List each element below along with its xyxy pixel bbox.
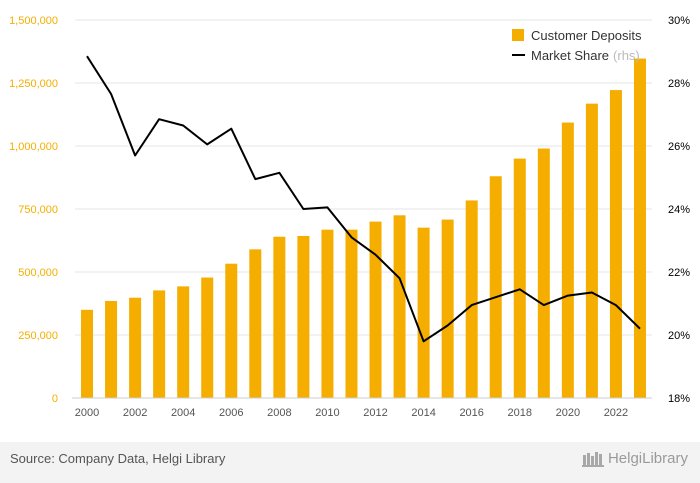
right-tick-label-1: 20%	[668, 330, 690, 342]
left-axis: 0 250,000 500,000 750,000 1,000,000 1,250,000…	[9, 15, 58, 405]
left-tick-label-3: 750,000	[18, 204, 58, 216]
bar-2003	[153, 290, 166, 398]
bar-2000	[81, 309, 94, 398]
bar-2015	[441, 219, 454, 398]
line-series	[86, 55, 641, 343]
x-axis: 2000 2002 2004 2006 2008 2010 2012 2014 2016 2018…	[72, 397, 652, 419]
left-tick-label-0: 0	[52, 393, 58, 405]
x-tick-label-2014: 2014	[411, 407, 435, 419]
x-tick-label-2002: 2002	[123, 407, 147, 419]
legend-label-rhs: (rhs)	[613, 48, 640, 63]
gridlines	[75, 19, 652, 399]
bar-2008	[273, 236, 286, 398]
x-tick-label-2016: 2016	[459, 407, 483, 419]
bar-series	[81, 58, 646, 399]
left-tick-label-2: 500,000	[18, 267, 58, 279]
right-tick-label-4: 26%	[668, 141, 690, 153]
left-tick-label-1: 250,000	[18, 330, 58, 342]
bar-2023	[633, 58, 646, 398]
x-tick-label-2012: 2012	[363, 407, 387, 419]
bar-2010	[321, 229, 334, 398]
bar-2011	[345, 229, 358, 398]
x-tick-label-2006: 2006	[219, 407, 243, 419]
library-icon	[581, 452, 604, 467]
bar-2002	[129, 297, 142, 398]
bar-2019	[537, 148, 550, 398]
x-tick-label-2018: 2018	[508, 407, 532, 419]
bar-2022	[609, 90, 622, 398]
right-tick-label-6: 30%	[668, 15, 690, 27]
right-tick-label-2: 22%	[668, 267, 690, 279]
x-tick-label-2022: 2022	[604, 407, 628, 419]
bar-2007	[249, 249, 262, 398]
bar-2020	[561, 122, 574, 399]
legend-label-market-share: Market Share (rhs)	[531, 48, 640, 63]
brand-logo[interactable]: HelgiLibrary	[581, 449, 688, 467]
bar-2014	[417, 227, 430, 398]
bar-2005	[201, 277, 214, 398]
left-tick-label-6: 1,500,000	[9, 15, 58, 27]
legend-label-market-share-name: Market Share	[531, 48, 609, 63]
x-tick-label-2004: 2004	[171, 407, 195, 419]
bar-2009	[297, 235, 310, 398]
bar-2004	[177, 286, 190, 398]
legend-swatch-deposits	[512, 29, 524, 41]
legend: Customer Deposits Market Share (rhs)	[512, 28, 642, 63]
right-tick-label-3: 24%	[668, 204, 690, 216]
x-tick-label-2000: 2000	[75, 407, 99, 419]
brand-name: HelgiLibrary	[607, 449, 688, 467]
legend-label-deposits: Customer Deposits	[531, 28, 642, 43]
bar-2013	[393, 215, 406, 398]
right-axis: 18% 20% 22% 24% 26% 28% 30%	[668, 15, 690, 405]
x-tick-label-2020: 2020	[556, 407, 580, 419]
bar-2021	[585, 103, 598, 398]
x-tick-label-2010: 2010	[315, 407, 339, 419]
left-tick-label-4: 1,000,000	[9, 141, 58, 153]
market-share-line	[86, 55, 641, 343]
bar-2012	[369, 221, 382, 398]
bar-2006	[225, 263, 238, 398]
right-tick-label-5: 28%	[668, 78, 690, 90]
bar-2017	[489, 176, 502, 398]
right-tick-label-0: 18%	[668, 393, 690, 405]
x-tick-label-2008: 2008	[267, 407, 291, 419]
bar-2001	[105, 300, 118, 398]
bar-2018	[513, 158, 526, 398]
source-note: Source: Company Data, Helgi Library	[10, 451, 226, 466]
left-tick-label-5: 1,250,000	[9, 78, 58, 90]
chart-svg: 0 250,000 500,000 750,000 1,000,000 1,250,000…	[9, 15, 690, 419]
bar-2016	[465, 200, 478, 398]
